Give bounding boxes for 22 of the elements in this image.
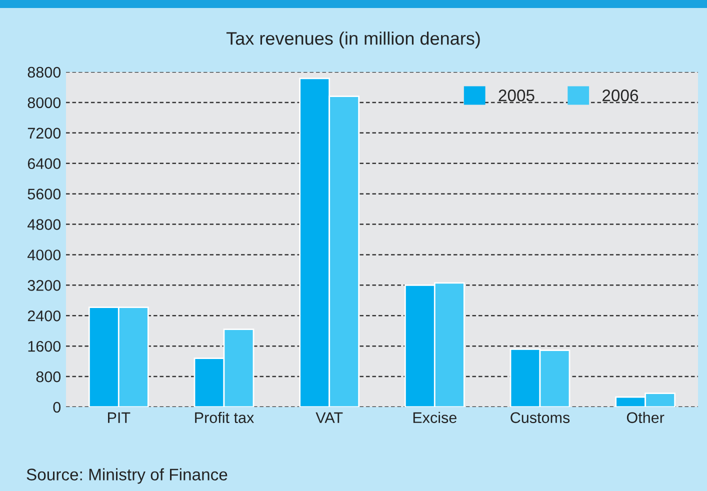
x-tick-label: Excise	[413, 412, 456, 424]
y-tick-label: 800	[36, 371, 61, 382]
x-tick-label: VAT	[316, 412, 343, 423]
y-tick-label: 5600	[28, 188, 61, 200]
legend-label: 2006	[602, 90, 638, 102]
x-tick-label: Profit tax	[195, 412, 254, 424]
chart-title: Tax revenues (in million denars)	[226, 32, 480, 48]
y-tick-label: 1600	[28, 340, 61, 352]
y-tick-label: 3200	[28, 280, 61, 291]
y-tick-label: 4800	[28, 219, 61, 230]
y-tick-label: 8000	[28, 97, 61, 108]
y-tick-label: 0	[53, 402, 61, 413]
source-note: Source: Ministry of Finance	[26, 468, 228, 484]
y-tick-label: 4000	[28, 250, 61, 260]
x-tick-label: Other	[626, 412, 664, 424]
y-tick-label: 7200	[28, 128, 61, 139]
y-tick-label: 2400	[28, 310, 61, 322]
legend-label: 2005	[498, 90, 534, 102]
y-tick-label: 6400	[28, 158, 61, 170]
y-tick-label: 8800	[28, 66, 61, 78]
x-tick-label: Customs	[510, 412, 570, 424]
x-tick-label: PIT	[108, 412, 130, 423]
